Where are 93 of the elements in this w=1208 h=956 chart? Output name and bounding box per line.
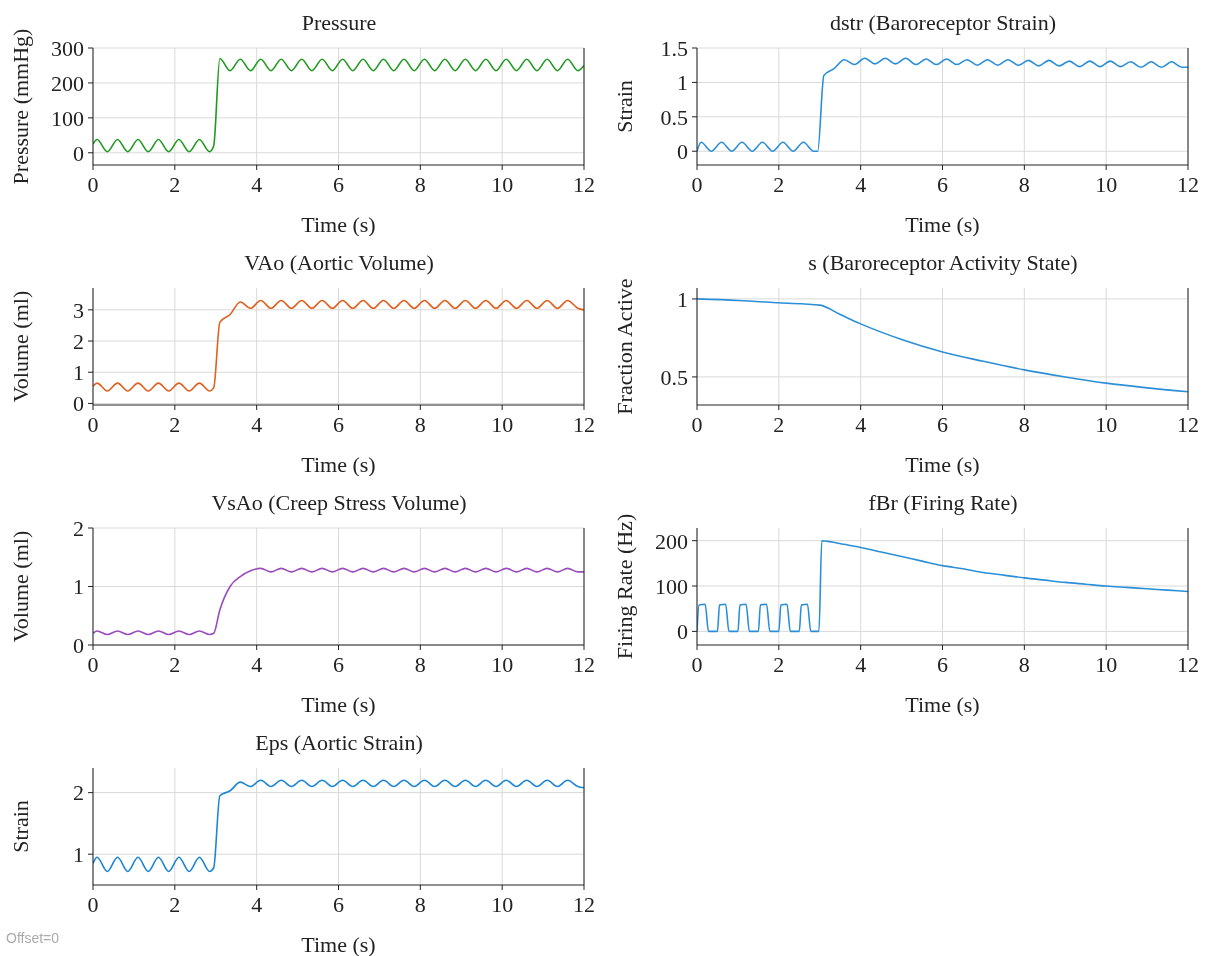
chart-title: Pressure [300,10,378,36]
y-tick-label: 100 [655,573,688,599]
x-axis-title: Time (s) [905,692,980,717]
y-tick-label: 200 [655,528,688,554]
chart-title: fBr (Firing Rate) [867,490,1019,516]
x-tick-label: 6 [937,171,948,197]
x-tick-label: 10 [491,891,514,917]
x-tick-label: 8 [414,891,426,917]
x-tick-label: 8 [1018,171,1030,197]
x-tick-label: 10 [1095,171,1118,197]
x-tick-label: 10 [1095,651,1118,677]
text: Offset=0 [6,930,60,946]
y-tick-label: 0 [73,632,84,658]
y-tick-label: 1 [677,70,688,96]
x-tick-label: 2 [169,651,181,677]
y-tick-label: 0 [73,391,84,417]
x-axis-title: Time (s) [301,692,376,717]
x-axis-title: Time (s) [905,452,980,477]
y-tick-label: 0.5 [660,364,688,390]
x-tick-label: 8 [414,411,426,437]
x-tick-label: 12 [573,411,595,437]
y-tick-label: 2 [73,515,84,541]
x-tick-label: 2 [169,891,181,917]
x-axis-title: Time (s) [301,932,376,956]
line-series [93,57,584,153]
y-axis-title: Volume (ml) [7,530,33,643]
x-tick-label: 2 [773,411,785,437]
x-tick-label: 12 [1177,651,1199,677]
line-series [697,57,1188,153]
y-tick-label: 100 [51,105,84,131]
y-tick-label: 0 [677,139,688,165]
line-series [93,779,584,873]
x-tick-label: 12 [573,651,595,677]
x-tick-label: 2 [169,411,181,437]
x-tick-label: 12 [1177,171,1199,197]
x-tick-label: 10 [491,171,514,197]
y-tick-label: 2 [73,780,84,806]
x-tick-label: 6 [333,411,344,437]
line-series [697,298,1188,393]
x-tick-label: 8 [414,651,426,677]
x-tick-label: 6 [937,651,948,677]
x-tick-label: 6 [333,171,344,197]
x-tick-label: 2 [773,171,785,197]
x-tick-label: 2 [773,651,785,677]
x-axis-title: Time (s) [301,452,376,477]
y-tick-label: 0 [73,140,84,166]
x-tick-label: 8 [1018,411,1030,437]
y-tick-label: 0 [677,619,688,645]
y-tick-label: 1 [73,842,84,868]
chart-title: s (Baroreceptor Activity State) [807,250,1079,276]
y-tick-label: 300 [51,35,84,61]
x-tick-label: 6 [333,891,344,917]
chart-title: VsAo (Creep Stress Volume) [210,490,468,516]
y-tick-label: 1.5 [660,35,688,61]
y-tick-label: 2 [73,328,84,354]
x-tick-label: 10 [491,651,514,677]
chart-title: Eps (Aortic Strain) [254,730,424,756]
x-tick-label: 4 [855,651,867,677]
y-tick-label: 1 [677,286,688,312]
y-tick-label: 1 [73,360,84,386]
x-tick-label: 4 [855,411,867,437]
x-tick-label: 4 [251,651,263,677]
x-axis-title: Time (s) [301,212,376,237]
x-tick-label: 12 [1177,411,1199,437]
x-axis-title: Time (s) [905,212,980,237]
y-tick-label: 1 [73,574,84,600]
line-series [93,299,584,392]
x-tick-label: 10 [491,411,514,437]
x-tick-label: 4 [251,171,263,197]
x-tick-label: 4 [251,891,263,917]
y-axis-title: Strain [7,800,33,853]
x-tick-label: 2 [169,171,181,197]
x-tick-label: 12 [573,171,595,197]
x-tick-label: 8 [414,171,426,197]
x-tick-label: 10 [1095,411,1118,437]
y-axis-title: Strain [611,80,637,133]
x-tick-label: 6 [333,651,344,677]
x-tick-label: 6 [937,411,948,437]
y-tick-label: 0.5 [660,104,688,130]
y-tick-label: 200 [51,70,84,96]
line-series [93,567,584,636]
y-axis-title: Firing Rate (Hz) [611,513,637,660]
y-axis-title: Volume (ml) [7,290,33,403]
x-tick-label: 12 [573,891,595,917]
y-axis-title: Pressure (mmHg) [7,28,33,185]
x-tick-label: 8 [1018,651,1030,677]
chart-title: dstr (Baroreceptor Strain) [829,10,1057,36]
y-tick-label: 3 [73,297,84,323]
chart-title: VAo (Aortic Volume) [243,250,435,276]
line-series [697,539,1188,633]
y-axis-title: Fraction Active [611,278,637,415]
x-tick-label: 4 [855,171,867,197]
x-tick-label: 4 [251,411,263,437]
